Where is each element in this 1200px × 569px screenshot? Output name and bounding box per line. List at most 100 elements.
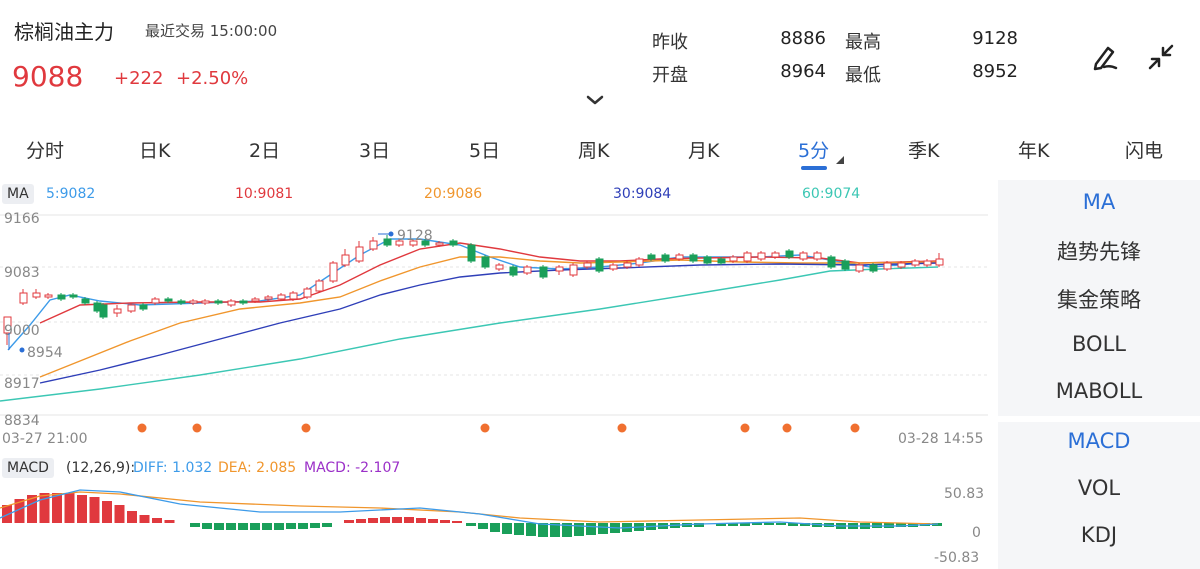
macd-bar — [574, 523, 584, 536]
tab-quarterly[interactable]: 季K — [908, 140, 940, 162]
macd-bar — [514, 523, 524, 535]
price-change-pct: +2.50% — [176, 68, 249, 89]
y-label-top: 9166 — [4, 211, 40, 227]
y-label-4: 8917 — [4, 376, 40, 392]
indicator-maboll[interactable]: MABOLL — [1055, 379, 1143, 403]
macd-y-top: 50.83 — [944, 486, 984, 502]
candle-body — [757, 252, 766, 260]
tab-3day[interactable]: 3日 — [359, 140, 391, 162]
macd-bar — [298, 523, 308, 529]
macd-bar — [440, 520, 450, 523]
tab-flash[interactable]: 闪电 — [1125, 140, 1164, 162]
tab-intraday[interactable]: 分时 — [26, 140, 65, 162]
candle-body — [449, 240, 458, 246]
tab-5day[interactable]: 5日 — [469, 140, 501, 162]
macd-params: (12,26,9): — [66, 460, 136, 476]
candle-body — [289, 292, 298, 300]
y-label-bottom: 8834 — [4, 413, 40, 429]
indicator-side-panel: MA 趋势先锋 集金策略 BOLL MABOLL MACD VOL KDJ — [998, 180, 1200, 569]
candle-body — [813, 252, 822, 260]
candle-body — [44, 294, 53, 298]
candle-body — [883, 262, 892, 270]
tab-daily[interactable]: 日K — [139, 140, 171, 162]
macd-histogram — [2, 493, 942, 537]
macd-hist-value: MACD: -2.107 — [304, 460, 401, 476]
candle-body — [717, 258, 726, 264]
candle-body — [771, 252, 780, 258]
ma20-value: 20:9086 — [424, 186, 483, 202]
tab-dropdown-caret-icon[interactable] — [836, 156, 844, 164]
low-marker-label: 8954 — [27, 345, 63, 361]
macd-bar — [226, 523, 236, 530]
macd-bar — [89, 497, 100, 523]
indicator-trend-pioneer[interactable]: 趋势先锋 — [1057, 240, 1141, 264]
indicator-boll[interactable]: BOLL — [1072, 332, 1126, 356]
indicator-capital-strategy[interactable]: 集金策略 — [1057, 288, 1141, 312]
candle-body — [467, 244, 476, 262]
candle-body — [57, 294, 66, 300]
candle-body — [799, 252, 808, 260]
macd-bar — [368, 518, 378, 523]
macd-bar — [102, 501, 112, 523]
signal-dot — [617, 423, 627, 433]
candle-body — [785, 250, 794, 258]
instrument-title: 棕榈油主力 — [14, 20, 114, 44]
tab-5min[interactable]: 5分 — [798, 140, 830, 162]
period-tabs: 分时 日K 2日 3日 5日 周K 月K 5分 季K 年K 闪电 — [0, 128, 1200, 170]
candle-body — [315, 280, 324, 292]
kline-chart[interactable]: 9166 9083 9000 8917 8834 9128 8954 03-27… — [0, 205, 988, 455]
indicator-ma[interactable]: MA — [1082, 190, 1116, 214]
low-marker-dot — [19, 347, 25, 353]
candle-body — [841, 260, 850, 270]
macd-bar — [14, 499, 25, 523]
candle-body — [923, 260, 932, 266]
macd-bar — [740, 523, 750, 526]
high-label: 最高 — [845, 32, 881, 53]
candle-body — [689, 254, 698, 262]
candle-body — [189, 300, 198, 304]
candle-body — [703, 256, 712, 264]
candle-body — [935, 258, 944, 266]
candle-body — [201, 300, 210, 304]
candle-body — [647, 254, 656, 260]
quote-header: 棕榈油主力 最近交易 15:00:00 9088 +222 +2.50% 昨收 … — [0, 0, 1200, 120]
last-price: 9088 — [12, 60, 84, 93]
macd-diff-value: DIFF: 1.032 — [133, 460, 213, 476]
candle-body — [569, 264, 578, 276]
candle-body — [69, 294, 78, 298]
candle-body — [32, 292, 41, 298]
macd-bar — [214, 523, 224, 530]
candle-body — [19, 292, 28, 304]
collapse-icon[interactable] — [1144, 40, 1178, 74]
macd-bar — [788, 523, 798, 526]
macd-chart[interactable]: 50.83 0 -50.83 — [0, 478, 988, 569]
signal-dot — [137, 423, 147, 433]
indicator-vol[interactable]: VOL — [1077, 476, 1121, 500]
macd-bar — [202, 523, 212, 529]
tab-2day[interactable]: 2日 — [249, 140, 281, 162]
candle-body — [635, 258, 644, 266]
indicator-kdj[interactable]: KDJ — [1080, 523, 1118, 547]
candle-body — [555, 266, 564, 272]
macd-bar — [694, 523, 704, 527]
low-label: 最低 — [845, 65, 881, 86]
candle-body — [675, 254, 684, 260]
ma-line-4 — [0, 266, 939, 402]
tab-weekly[interactable]: 周K — [578, 140, 610, 162]
indicator-macd[interactable]: MACD — [1067, 429, 1131, 453]
macd-bar — [77, 495, 87, 523]
chevron-down-icon[interactable] — [586, 94, 604, 106]
tab-monthly[interactable]: 月K — [688, 140, 720, 162]
edit-icon[interactable] — [1088, 40, 1122, 74]
candle-body — [329, 262, 338, 282]
candle-body — [583, 262, 592, 268]
macd-bar — [52, 493, 62, 523]
ma-tag[interactable]: MA — [2, 184, 34, 204]
signal-dot — [480, 423, 490, 433]
candle-body — [827, 256, 836, 268]
macd-tag[interactable]: MACD — [2, 458, 54, 478]
candle-body — [164, 298, 173, 302]
tab-yearly[interactable]: 年K — [1018, 140, 1050, 162]
macd-bar — [139, 515, 150, 523]
macd-bar — [404, 517, 414, 523]
